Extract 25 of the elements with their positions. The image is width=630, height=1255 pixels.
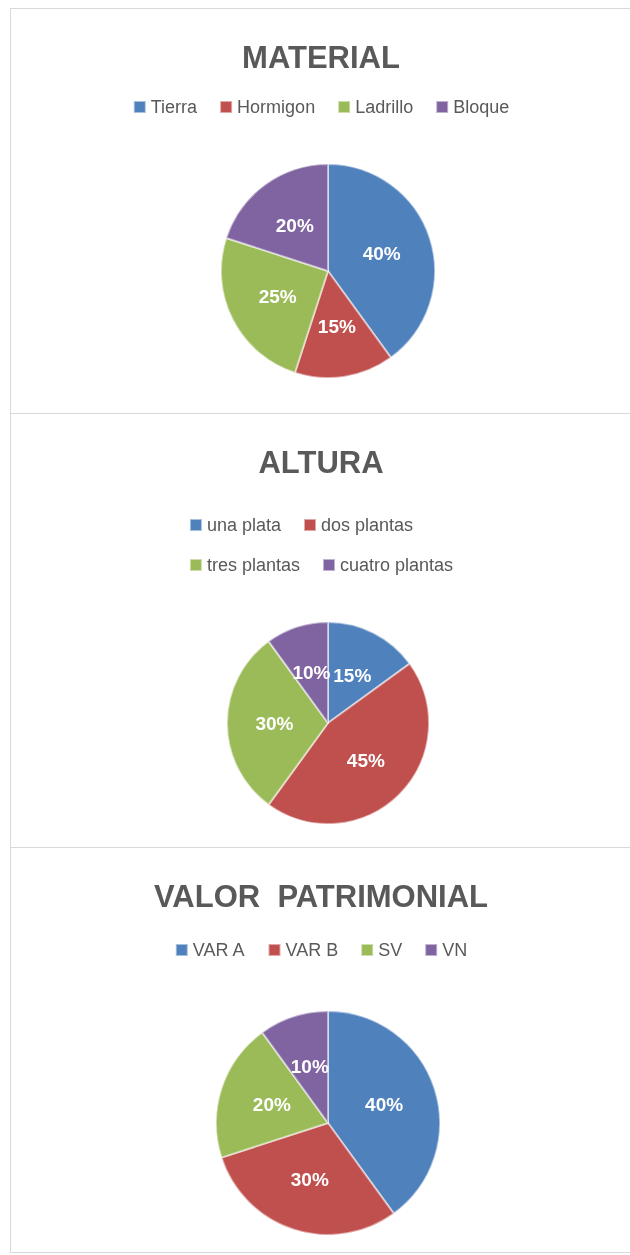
data-label: 20% <box>252 1094 292 1116</box>
legend-label: dos plantas <box>321 515 414 535</box>
data-label: 20% <box>275 214 314 236</box>
data-label: 15% <box>333 664 372 686</box>
legend-label: Tierra <box>150 97 199 117</box>
legend-label: VAR B <box>285 940 339 960</box>
legend-label: VAR A <box>192 940 245 960</box>
data-label: 25% <box>258 286 297 308</box>
chart-title: ALTURA <box>258 445 384 480</box>
data-label: 40% <box>362 243 401 265</box>
data-label: 15% <box>317 316 356 338</box>
chart-title: VALOR PATRIMONIAL <box>153 879 489 914</box>
data-label: 30% <box>255 712 294 734</box>
legend-label: Bloque <box>453 97 510 117</box>
legend-label: una plata <box>206 515 282 535</box>
data-label: 40% <box>365 1094 404 1116</box>
legend-label: Ladrillo <box>355 97 414 117</box>
data-label: 30% <box>290 1168 329 1190</box>
legend-label: Hormigon <box>237 97 316 117</box>
data-label: 45% <box>346 750 385 772</box>
legend-label: VN <box>442 940 468 960</box>
legend-label: cuatro plantas <box>339 555 454 575</box>
legend-label: tres plantas <box>206 555 300 575</box>
chart-title: MATERIAL <box>242 40 400 75</box>
legend-label: SV <box>378 940 403 960</box>
